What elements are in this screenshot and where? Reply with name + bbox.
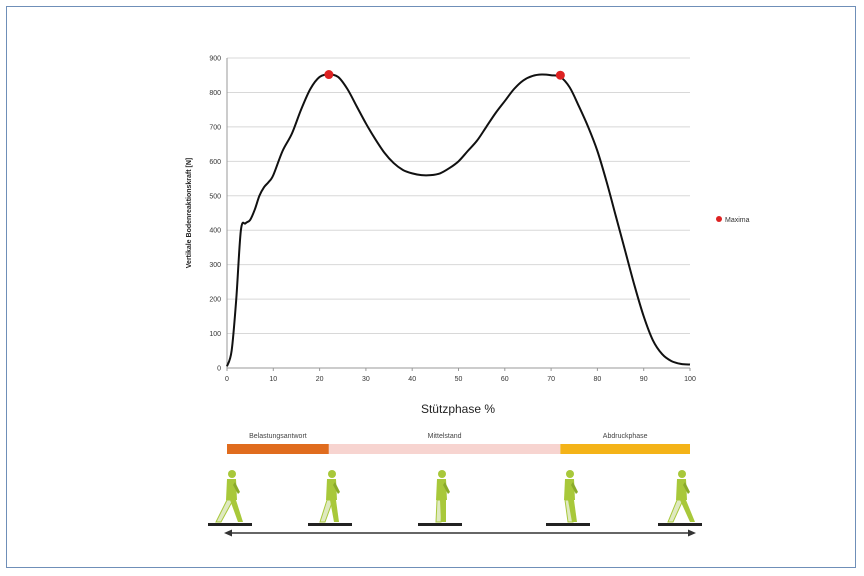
phase-bar: Belastungsantwort Mittelstand Abdruckphase <box>227 433 690 454</box>
y-tick-label: 400 <box>209 228 221 235</box>
walker-arm <box>443 482 450 494</box>
walker-torso <box>226 479 237 500</box>
y-axis-label: Vertikale Bodenreaktionskraft [N] <box>186 158 193 268</box>
phase-segment <box>560 444 690 454</box>
x-tick-label: 90 <box>640 376 648 383</box>
walker-arm <box>333 482 340 494</box>
walker-front-leg <box>230 500 243 522</box>
walker-head <box>566 470 574 478</box>
x-tick-label: 70 <box>547 376 555 383</box>
walker-torso <box>436 479 447 500</box>
x-tick-label: 50 <box>455 376 463 383</box>
y-tick-label: 500 <box>209 193 221 200</box>
maxima-point <box>555 70 565 80</box>
phase-label: Belastungsantwort <box>249 433 307 440</box>
legend: Maxima <box>716 216 750 224</box>
walker-torso <box>326 479 337 500</box>
x-tick-label: 30 <box>362 376 370 383</box>
walker-figure <box>308 470 352 526</box>
maxima-point <box>324 70 334 80</box>
x-axis-label: Stützphase % <box>421 402 495 416</box>
y-tick-label: 100 <box>209 331 221 338</box>
walker-back-leg <box>215 499 234 523</box>
walker-head <box>228 470 236 478</box>
x-tick-label: 60 <box>501 376 509 383</box>
walker-front-leg <box>440 500 446 522</box>
x-tick-label: 40 <box>408 376 416 383</box>
ground-plate <box>208 523 252 526</box>
ground-plate <box>546 523 590 526</box>
phase-segment <box>328 444 561 454</box>
walker-figure <box>208 470 252 526</box>
ground-plate <box>308 523 352 526</box>
y-tick-label: 200 <box>209 297 221 304</box>
phase-segment <box>227 444 329 454</box>
y-tick-label: 700 <box>209 124 221 131</box>
series <box>226 73 691 367</box>
x-tick-label: 20 <box>316 376 324 383</box>
y-tick-label: 300 <box>209 262 221 269</box>
walker-arm <box>233 482 240 494</box>
legend-label: Maxima <box>725 217 750 224</box>
walker-torso <box>564 479 575 500</box>
walker-head <box>438 470 446 478</box>
direction-arrow <box>224 529 696 537</box>
grid <box>227 57 690 369</box>
axes: 0 100 200 300 400 500 600 700 800 900 0 10 20 30 40 50 6… <box>209 56 696 384</box>
x-tick-label: 80 <box>594 376 602 383</box>
phase-label: Abdruckphase <box>603 433 648 440</box>
phase-label: Mittelstand <box>428 433 462 440</box>
walker-front-leg <box>330 500 339 522</box>
y-tick-label: 900 <box>209 56 221 63</box>
ground-plate <box>418 523 462 526</box>
walker-front-leg <box>680 500 695 522</box>
walking-figures <box>208 470 702 526</box>
y-tick-label: 0 <box>217 366 221 373</box>
y-tick-label: 800 <box>209 90 221 97</box>
walker-torso <box>676 479 687 500</box>
walker-head <box>678 470 686 478</box>
walker-arm <box>683 482 690 494</box>
walker-figure <box>418 470 462 526</box>
legend-marker <box>716 216 722 222</box>
force-curve <box>226 73 691 367</box>
walker-arm <box>571 482 578 494</box>
ground-plate <box>658 523 702 526</box>
y-tick-label: 600 <box>209 159 221 166</box>
maxima-markers <box>324 70 565 80</box>
walker-figure <box>546 470 590 526</box>
walker-front-leg <box>568 500 577 522</box>
walker-figure <box>658 470 702 526</box>
x-tick-label: 10 <box>269 376 277 383</box>
x-tick-label: 100 <box>684 376 696 383</box>
x-tick-label: 0 <box>225 376 229 383</box>
walker-head <box>328 470 336 478</box>
figure-frame <box>6 6 856 568</box>
walker-back-leg <box>667 499 684 523</box>
